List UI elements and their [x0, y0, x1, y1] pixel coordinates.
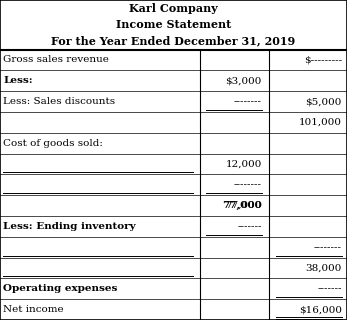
Text: Operating expenses: Operating expenses [3, 284, 118, 293]
Text: Gross sales revenue: Gross sales revenue [3, 55, 109, 65]
Text: 101,000: 101,000 [299, 118, 342, 127]
Text: $5,000: $5,000 [305, 97, 342, 106]
Text: Less:: Less: [3, 76, 33, 85]
Text: 77,000: 77,000 [226, 201, 262, 210]
Text: 12,000: 12,000 [226, 159, 262, 169]
Text: $16,000: $16,000 [299, 305, 342, 314]
Text: 77,000: 77,000 [222, 201, 262, 210]
Text: -------: ------- [237, 222, 262, 231]
Text: Income Statement: Income Statement [116, 19, 231, 30]
Text: Less: Ending inventory: Less: Ending inventory [3, 222, 136, 231]
Text: $---------: $--------- [304, 55, 342, 65]
Text: --------: -------- [234, 97, 262, 106]
Text: -------: ------- [317, 284, 342, 293]
Text: For the Year Ended December 31, 2019: For the Year Ended December 31, 2019 [51, 36, 296, 47]
Text: --------: -------- [314, 243, 342, 252]
Text: Karl Company: Karl Company [129, 3, 218, 14]
Text: $3,000: $3,000 [226, 76, 262, 85]
Text: --------: -------- [234, 180, 262, 189]
Text: Less: Sales discounts: Less: Sales discounts [3, 97, 116, 106]
Text: Net income: Net income [3, 305, 64, 314]
Text: Cost of goods sold:: Cost of goods sold: [3, 139, 103, 148]
Text: 38,000: 38,000 [305, 263, 342, 273]
